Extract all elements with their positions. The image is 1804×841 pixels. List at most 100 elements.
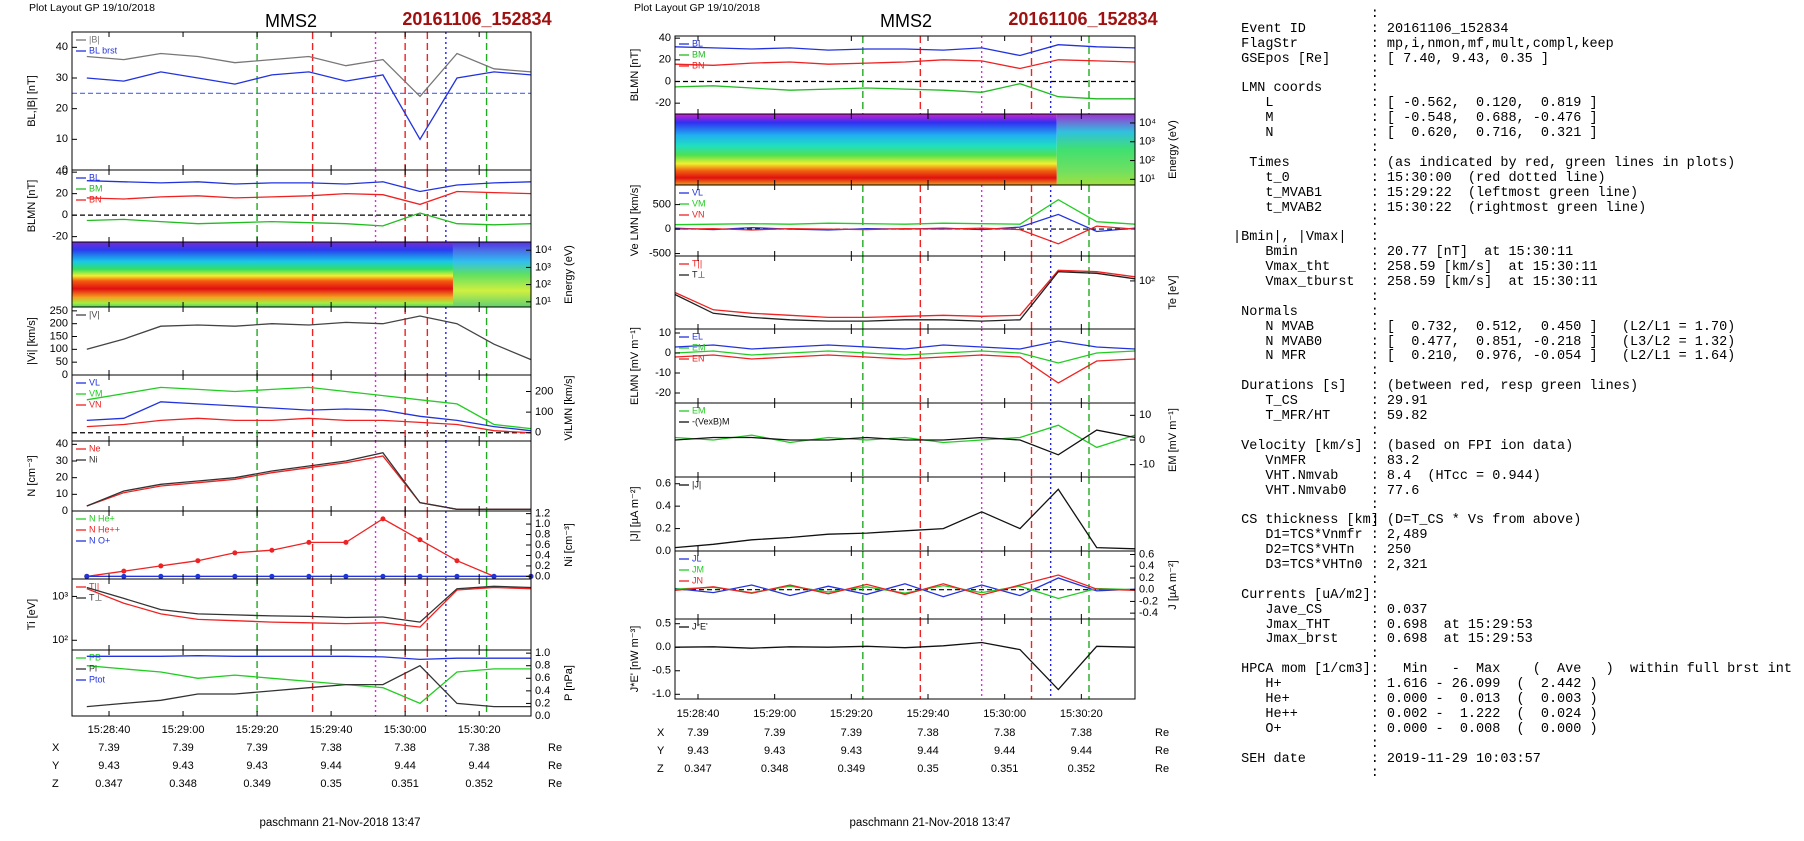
x-tick-label: 15:29:00 bbox=[162, 724, 205, 736]
spectrogram-image bbox=[452, 242, 531, 307]
summary-row: T_CS: 29.91 bbox=[1233, 394, 1428, 410]
summary-label: O+ bbox=[1233, 721, 1282, 737]
y-axis-label: Te [eV] bbox=[1167, 275, 1179, 309]
y-tick-label: -10 bbox=[1139, 459, 1155, 471]
position-unit: Re bbox=[548, 760, 562, 772]
y-tick-label: 0.0 bbox=[656, 641, 671, 653]
summary-value: 258.59 [km/s] at 15:30:11 bbox=[1386, 260, 1598, 276]
panel-frame bbox=[674, 550, 1136, 620]
summary-label: D3=TCS*VHTn0 bbox=[1233, 557, 1363, 573]
y-tick-label: 0.6 bbox=[1139, 548, 1154, 560]
summary-value: 258.59 [km/s] at 15:30:11 bbox=[1386, 275, 1598, 291]
summary-label: He++ bbox=[1233, 706, 1298, 722]
y-tick-label: 10⁴ bbox=[1139, 117, 1156, 129]
y-axis-label: Ni [cm⁻³] bbox=[563, 523, 575, 567]
x-tick-label: 15:30:00 bbox=[983, 708, 1026, 720]
summary-row: FlagStr: mp,i,nmon,mf,mult,compl,keep bbox=[1233, 36, 1614, 52]
summary-label: Event ID bbox=[1233, 21, 1306, 37]
data-point bbox=[454, 573, 460, 579]
legend-label: Pi bbox=[89, 663, 97, 673]
position-value: 7.38 bbox=[1071, 727, 1092, 739]
y-tick-label: -500 bbox=[649, 247, 671, 259]
summary-value: 250 bbox=[1386, 543, 1412, 559]
position-label: X bbox=[52, 742, 60, 754]
summary-row: : bbox=[1370, 141, 1387, 157]
y-tick-label: 40 bbox=[56, 166, 68, 178]
x-tick-label: 15:28:40 bbox=[677, 708, 720, 720]
summary-label: Velocity [km/s] bbox=[1233, 438, 1363, 454]
series-line bbox=[86, 212, 532, 227]
series-line bbox=[674, 340, 1136, 350]
summary-value: [ 0.620, 0.716, 0.321 ] bbox=[1386, 126, 1598, 142]
summary-row: N MVAB: [ 0.732, 0.512, 0.450 ] (L2/L1 =… bbox=[1233, 319, 1736, 335]
summary-row: Jmax_THT: 0.698 at 15:29:53 bbox=[1233, 617, 1533, 633]
summary-label: Currents [uA/m2] bbox=[1233, 587, 1371, 603]
position-value: 0.351 bbox=[991, 763, 1019, 775]
summary-label: Jave_CS bbox=[1233, 602, 1323, 618]
spectrogram-image bbox=[72, 242, 453, 307]
legend-label: VM bbox=[89, 388, 103, 398]
summary-value: 77.6 bbox=[1386, 483, 1420, 499]
data-point bbox=[195, 573, 201, 579]
summary-row: He+: 0.000 - 0.013 ( 0.003 ) bbox=[1233, 691, 1598, 707]
plot-title: MMS2 bbox=[880, 11, 932, 31]
summary-row: : bbox=[1370, 766, 1387, 782]
summary-row: N MVAB0: [ 0.477, 0.851, -0.218 ] (L3/L2… bbox=[1233, 334, 1736, 350]
legend-label: VN bbox=[692, 209, 705, 219]
series-line bbox=[86, 417, 532, 434]
summary-value: 83.2 bbox=[1386, 453, 1420, 469]
series-line bbox=[86, 451, 531, 510]
x-tick-label: 15:29:00 bbox=[753, 708, 796, 720]
legend-label: PB bbox=[89, 652, 101, 662]
y-tick-label: 0.0 bbox=[535, 570, 550, 582]
x-tick-label: 15:30:00 bbox=[384, 724, 427, 736]
summary-value: 8.4 (HTcc = 0.944) bbox=[1386, 468, 1541, 484]
y-tick-label: -0.4 bbox=[1139, 607, 1158, 619]
y-tick-label: 10⁴ bbox=[535, 244, 552, 256]
summary-value: 20.77 [nT] at 15:30:11 bbox=[1386, 245, 1574, 261]
legend-label: BN bbox=[692, 60, 705, 70]
position-value: 7.38 bbox=[394, 742, 415, 754]
y-tick-label: 20 bbox=[56, 188, 68, 200]
y-tick-label: 0.6 bbox=[535, 672, 550, 684]
summary-value: 0.002 - 1.222 ( 0.024 ) bbox=[1386, 706, 1598, 722]
y-tick-label: 1.0 bbox=[535, 518, 550, 530]
summary-label: L bbox=[1233, 96, 1274, 112]
y-tick-label: 0.5 bbox=[656, 618, 671, 630]
summary-label: Normals bbox=[1233, 304, 1298, 320]
position-value: 9.43 bbox=[98, 760, 119, 772]
legend-label: VN bbox=[89, 399, 102, 409]
x-tick-label: 15:30:20 bbox=[458, 724, 501, 736]
position-value: 9.43 bbox=[764, 745, 785, 757]
position-value: 9.44 bbox=[1071, 745, 1092, 757]
position-value: 9.44 bbox=[468, 760, 489, 772]
summary-row: H+: 1.616 - 26.099 ( 2.442 ) bbox=[1233, 677, 1598, 693]
panel: EM-(VexB)M -10 0 10 EM [mV m⁻¹] bbox=[674, 402, 1179, 478]
legend-label: N He++ bbox=[89, 524, 120, 534]
legend-label: VM bbox=[692, 198, 706, 208]
summary-value: (based on FPI ion data) bbox=[1386, 438, 1574, 454]
panel: 10¹ 10² 10³ 10⁴ Energy (eV) bbox=[71, 241, 575, 308]
summary-value: 29.91 bbox=[1386, 394, 1428, 410]
panel-frame bbox=[674, 476, 1136, 552]
summary-row: t_MVAB1: 15:29:22 (leftmost green line) bbox=[1233, 185, 1639, 201]
data-point bbox=[306, 539, 312, 545]
y-axis-label: N [cm⁻³] bbox=[26, 455, 38, 496]
y-tick-label: 0.2 bbox=[535, 697, 550, 709]
y-tick-label: 1.2 bbox=[535, 508, 550, 520]
legend-label: |B| bbox=[89, 34, 100, 44]
summary-row: Bmin: 20.77 [nT] at 15:30:11 bbox=[1233, 245, 1574, 261]
position-value: 7.39 bbox=[98, 742, 119, 754]
summary-row: T_MFR/HT: 59.82 bbox=[1233, 409, 1428, 425]
y-tick-label: 0.2 bbox=[1139, 572, 1154, 584]
panel: J*E' -1.0 -0.5 0.0 0.5 J*E' [nW m⁻³] bbox=[629, 618, 1136, 700]
legend-label: T⊥ bbox=[692, 269, 705, 279]
summary-row: t_0: 15:30:00 (red dotted line) bbox=[1233, 170, 1606, 186]
series-line bbox=[674, 83, 1135, 100]
summary-row: : bbox=[1370, 215, 1387, 231]
position-value: 7.39 bbox=[172, 742, 193, 754]
y-tick-label: 20 bbox=[56, 103, 68, 115]
summary-label: N MFR bbox=[1233, 349, 1306, 365]
